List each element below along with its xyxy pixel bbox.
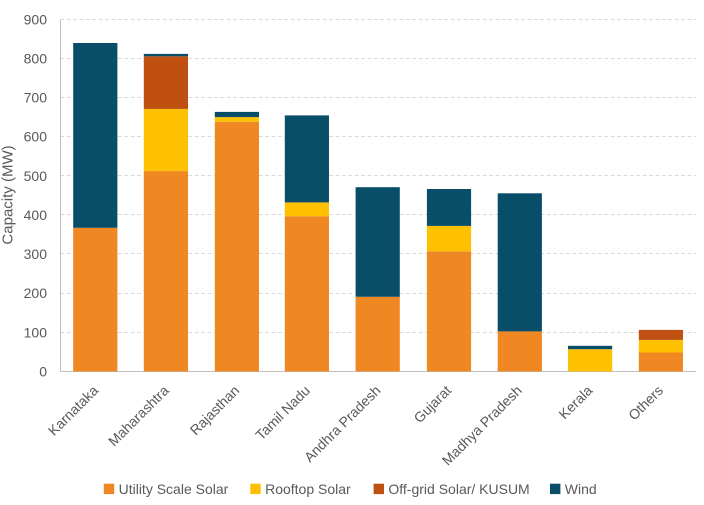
svg-text:200: 200 [24,285,48,301]
svg-text:300: 300 [24,246,48,262]
svg-text:500: 500 [24,168,48,184]
svg-text:400: 400 [24,207,48,223]
svg-text:600: 600 [24,129,48,145]
svg-text:Capacity (MW): Capacity (MW) [0,145,17,244]
svg-text:800: 800 [24,51,48,67]
svg-text:Off-grid Solar/ KUSUM: Off-grid Solar/ KUSUM [388,481,529,497]
svg-text:0: 0 [39,363,47,379]
svg-text:Rooftop Solar: Rooftop Solar [265,481,351,497]
svg-text:700: 700 [24,90,48,106]
svg-text:Wind: Wind [565,481,597,497]
svg-text:900: 900 [24,11,48,27]
svg-text:Utility Scale Solar: Utility Scale Solar [119,481,229,497]
svg-text:100: 100 [24,324,48,340]
